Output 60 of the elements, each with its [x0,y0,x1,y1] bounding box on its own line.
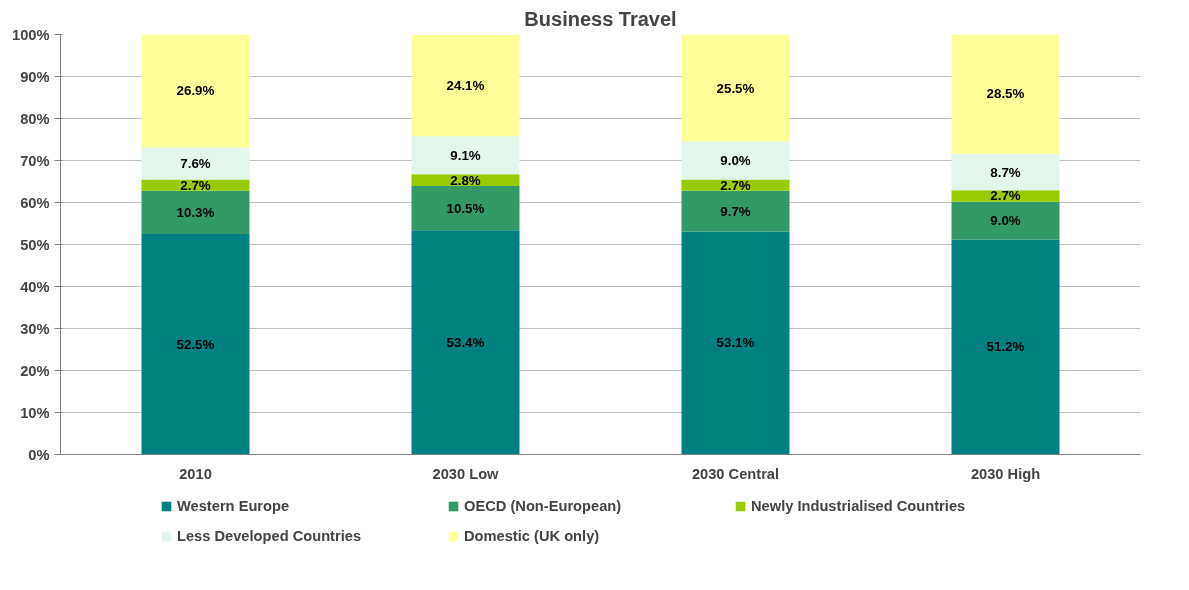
data-label: 53.4% [446,334,485,350]
y-tick-label: 60% [20,194,50,211]
bar [411,186,520,231]
legend-label: Newly Industrialised Countries [751,498,967,514]
legend-label: Domestic (UK only) [464,528,601,544]
data-label: 51.2% [986,339,1025,355]
bar [681,190,790,232]
data-label: 10.3% [176,204,215,220]
y-tick-label: 10% [20,404,50,421]
chart-title: Business Travel [524,7,677,30]
bar [951,239,1060,455]
bar [141,147,250,180]
x-tick-label: 2030 Central [691,465,780,482]
bar [411,230,520,455]
legend-label: Less Developed Countries [177,528,363,544]
bar [411,34,520,137]
legend-label: OECD (Non-European) [464,498,623,514]
data-label: 9.1% [450,147,481,163]
data-label: 25.5% [716,80,755,96]
y-tick-label: 20% [20,362,50,379]
bar [951,153,1060,191]
y-tick-label: 30% [20,320,50,337]
data-label: 9.7% [720,203,751,219]
bar [141,190,250,234]
bar [951,34,1060,154]
x-tick-label: 2010 [179,465,212,482]
data-label: 2.7% [990,188,1021,204]
data-label: 24.1% [446,78,485,94]
bar [141,34,250,148]
y-tick-label: 70% [20,152,50,169]
bar [141,179,250,191]
data-label: 52.5% [176,336,215,352]
y-tick-label: 90% [20,68,50,85]
data-label: 53.1% [716,335,755,351]
x-tick-label: 2030 High [970,465,1041,482]
y-tick-label: 40% [20,278,50,295]
data-label: 9.0% [720,153,751,168]
data-label: 10.5% [446,200,485,216]
data-label: 26.9% [176,83,215,99]
bar [411,136,520,175]
y-tick-label: 100% [12,26,50,43]
bar [681,141,790,180]
data-label: 7.6% [180,155,211,171]
y-tick-label: 0% [28,446,50,463]
data-label: 2.7% [180,177,211,193]
data-label: 2.7% [720,177,751,193]
data-label: 9.0% [990,213,1021,229]
bar [951,201,1060,240]
bar [681,231,790,455]
legend-label: Western Europe [177,498,291,514]
bar [141,234,250,455]
data-label: 2.8% [450,172,481,188]
bar [951,190,1060,202]
y-tick-label: 50% [20,236,50,253]
data-label: 8.7% [990,164,1021,180]
bar [681,34,790,142]
y-tick-label: 80% [20,110,50,127]
data-label: 28.5% [986,86,1025,102]
x-tick-label: 2030 Low [432,465,500,482]
bar [681,179,790,191]
